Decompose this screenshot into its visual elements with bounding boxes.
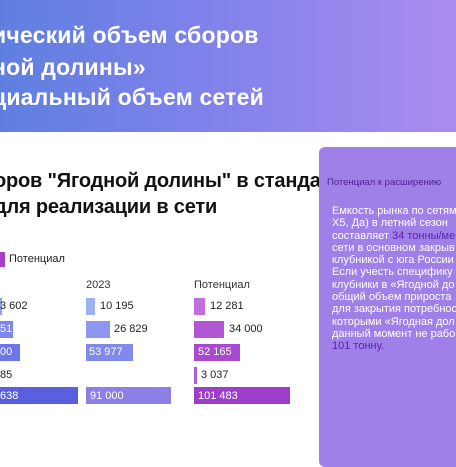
value-2023-row3: 53 977 xyxy=(89,346,123,358)
legend-swatch-potential xyxy=(0,252,5,267)
panel-line-1: Емкость рынка по сетям xyxy=(332,205,456,217)
value-col1-row5: 638 xyxy=(0,390,19,402)
bar-2023-row2 xyxy=(86,321,110,338)
value-col1-row3: 00 xyxy=(0,346,13,358)
panel-line-3-text: составляет xyxy=(332,229,390,242)
panel-body: Емкость рынка по сетям X5, Да) в летний … xyxy=(332,205,456,353)
panel-line-5: клубникой с юга России xyxy=(332,254,454,267)
value-col1-row4: 85 xyxy=(0,369,13,381)
bar-potential-row4 xyxy=(194,367,197,384)
value-potential-row2: 34 000 xyxy=(229,323,263,335)
panel-line-4: сети в основном закрыв xyxy=(332,241,455,254)
panel-line-9: для закрытия потребнос xyxy=(332,303,456,316)
panel-line-6: Если учесть специфику xyxy=(332,266,453,279)
panel-line-10: которыми «Ягодная дол xyxy=(332,315,455,328)
bar-potential-row5 xyxy=(194,387,290,404)
value-potential-row5: 101 483 xyxy=(198,390,238,402)
expansion-panel xyxy=(319,147,456,467)
value-col1-row2: 51 xyxy=(0,323,13,335)
panel-line-12: 101 тонну. xyxy=(332,340,385,353)
bar-potential-row3 xyxy=(194,344,240,361)
value-col1-row1: 3 602 xyxy=(0,300,28,312)
legend-label-potential: Потенциал xyxy=(9,253,65,265)
banner-title-line-1: ический объем сборов xyxy=(0,22,259,48)
value-potential-row3: 52 165 xyxy=(198,346,232,358)
bar-2023-row3 xyxy=(86,344,133,361)
bar-col1-row2 xyxy=(0,321,13,338)
banner-title-line-2: ной долины» xyxy=(0,54,146,80)
bar-potential-row2 xyxy=(194,321,224,338)
panel-line-11: данный момент не рабо xyxy=(332,327,456,340)
value-potential-row4: 3 037 xyxy=(201,369,229,381)
value-2023-row5: 91 000 xyxy=(90,390,124,402)
chart-heading-line-2: для реализации в сети xyxy=(0,196,218,218)
bar-col1-row3 xyxy=(0,344,20,361)
bar-col1-row1 xyxy=(0,298,2,315)
value-2023-row2: 26 829 xyxy=(114,323,148,335)
bar-2023-row5 xyxy=(86,387,171,404)
header-banner: ический объем сборов ной долины» циальны… xyxy=(0,0,456,132)
panel-line-2: X5, Да) в летний сезон xyxy=(332,217,448,230)
panel-highlight-volume: 34 тонны/ме xyxy=(392,229,456,242)
panel-title: Потенциал к расширению xyxy=(327,177,442,188)
panel-line-7: клубники в «Ягодной до xyxy=(332,278,455,291)
chart-heading-line-1: оров "Ягодной долины" в стандартном xyxy=(0,170,381,192)
bar-col1-row5 xyxy=(0,387,78,404)
bar-potential-row1 xyxy=(194,298,205,315)
banner-title-line-3: циальный объем сетей xyxy=(0,84,264,110)
value-2023-row1: 10 195 xyxy=(100,300,134,312)
bar-2023-row1 xyxy=(86,298,95,315)
panel-line-3: составляет 34 тонны/ме xyxy=(332,230,456,242)
column-header-2023: 2023 xyxy=(86,279,111,291)
panel-line-8: общий объем прироста xyxy=(332,291,452,304)
value-potential-row1: 12 281 xyxy=(210,300,244,312)
column-header-potential: Потенциал xyxy=(194,279,250,291)
